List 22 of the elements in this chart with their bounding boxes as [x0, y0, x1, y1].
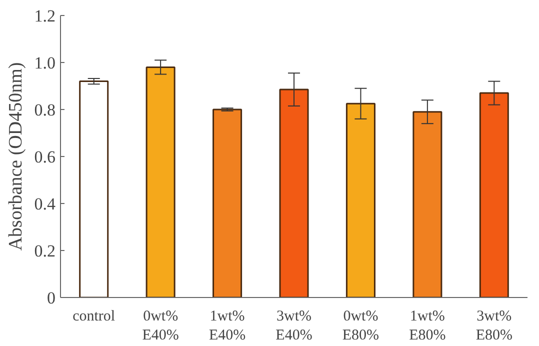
y-tick-label: 0.4	[34, 194, 56, 214]
x-tick-label: 3wt% E80%	[476, 308, 512, 344]
x-tick-label: 0wt% E80%	[342, 308, 380, 344]
bar	[146, 66, 176, 298]
y-tick-label: 1.0	[34, 54, 56, 72]
y-axis-title: Absorbance (OD450nm)	[5, 62, 26, 251]
bar	[479, 92, 509, 298]
x-tick-label: 1wt% E40%	[208, 308, 246, 344]
y-tick-label: 0.6	[34, 148, 56, 166]
bar	[412, 111, 442, 298]
x-tick-label: control	[72, 308, 116, 324]
bar	[346, 102, 376, 298]
x-tick-label: 0wt% E40%	[142, 308, 179, 344]
x-tick-label: 3wt% E40%	[276, 308, 312, 344]
y-tick-label: 0	[47, 288, 56, 308]
bar	[212, 108, 242, 298]
bar	[279, 88, 309, 298]
y-tick-label: 0.8	[34, 100, 56, 120]
bar	[79, 80, 109, 298]
x-tick-label: 1wt% E80%	[409, 308, 446, 344]
y-tick-label: 1.2	[34, 6, 56, 26]
y-tick-label: 0.2	[34, 242, 56, 260]
